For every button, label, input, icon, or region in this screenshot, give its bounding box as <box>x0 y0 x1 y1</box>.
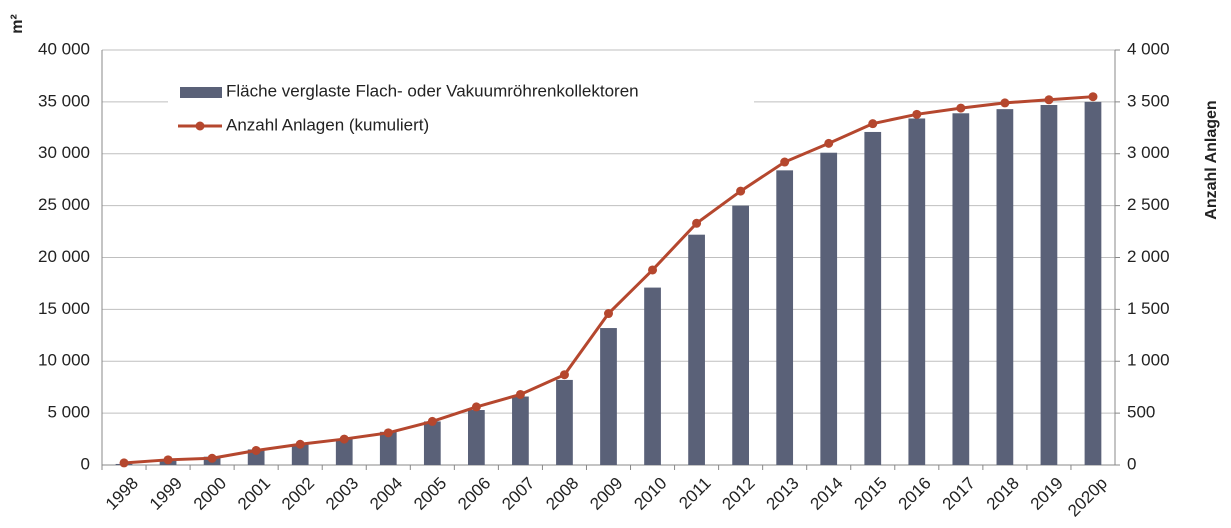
bar <box>291 444 309 465</box>
line-marker <box>912 109 922 119</box>
line-marker <box>163 455 173 465</box>
x-tick-label: 2014 <box>807 474 847 514</box>
x-tick-label: 2007 <box>498 474 538 514</box>
bar <box>996 109 1014 465</box>
bar <box>335 439 353 465</box>
line-marker <box>339 434 349 444</box>
x-tick-label: 2002 <box>278 474 318 514</box>
y-tick-label: 15 000 <box>38 299 90 318</box>
line-marker <box>295 439 305 449</box>
y-tick-label: 35 000 <box>38 91 90 110</box>
line-marker <box>648 265 658 275</box>
y2-tick-label: 3 500 <box>1127 91 1170 110</box>
x-tick-label: 2004 <box>366 474 406 514</box>
x-tick-label: 1999 <box>146 474 186 514</box>
y-tick-label: 20 000 <box>38 247 90 266</box>
bar <box>1084 101 1102 465</box>
bar <box>556 379 573 465</box>
x-tick-label: 2013 <box>762 474 802 514</box>
x-tick-label: 2003 <box>322 474 362 514</box>
line-marker <box>780 157 790 167</box>
bar <box>1040 104 1058 466</box>
x-tick-label: 2009 <box>586 474 626 514</box>
x-tick-label: 1998 <box>102 474 142 514</box>
x-tick-label: 2017 <box>939 474 979 514</box>
bar <box>908 118 926 465</box>
line-marker <box>824 138 834 148</box>
y-tick-label: 40 000 <box>38 39 90 58</box>
bar <box>512 396 529 465</box>
y2-tick-label: 1 500 <box>1127 299 1170 318</box>
x-tick-label: 2011 <box>675 474 714 513</box>
line-marker <box>736 186 746 196</box>
bar <box>247 449 265 465</box>
legend-background <box>168 76 754 140</box>
y2-axis-label: Anzahl Anlagen <box>1203 100 1220 219</box>
line-marker <box>119 458 129 468</box>
x-tick-label: 2006 <box>454 474 494 514</box>
y2-tick-label: 4 000 <box>1127 39 1170 58</box>
bar <box>600 328 617 465</box>
line-marker <box>692 218 702 228</box>
bar <box>732 205 749 465</box>
x-tick-label: 2000 <box>190 474 230 514</box>
y2-tick-label: 2 000 <box>1127 247 1170 266</box>
x-tick-label: 2016 <box>895 474 935 514</box>
bar <box>952 113 970 465</box>
line-marker <box>868 119 878 129</box>
legend-label: Anzahl Anlagen (kumuliert) <box>226 115 429 134</box>
line-marker <box>956 103 966 113</box>
x-tick-label: 2001 <box>234 474 274 514</box>
line-marker <box>471 402 481 412</box>
bar <box>820 152 838 465</box>
x-tick-label: 2019 <box>1027 474 1067 514</box>
bar <box>423 421 441 465</box>
legend-label: Fläche verglaste Flach- oder Vakuumröhre… <box>226 81 639 100</box>
y-tick-label: 25 000 <box>38 195 90 214</box>
y-tick-label: 0 <box>81 454 90 473</box>
bar <box>644 287 661 465</box>
x-tick-label: 2005 <box>410 474 450 514</box>
line-marker <box>604 309 613 319</box>
bar <box>864 131 882 465</box>
bar <box>688 234 705 465</box>
legend-swatch <box>180 87 222 98</box>
line-marker <box>559 370 569 380</box>
y2-tick-label: 2 500 <box>1127 195 1170 214</box>
x-tick-label: 2015 <box>851 474 891 514</box>
y-tick-label: 5 000 <box>47 403 90 422</box>
x-tick-label: 2008 <box>542 474 582 514</box>
line-marker <box>207 453 217 463</box>
y2-tick-label: 3 000 <box>1127 143 1170 162</box>
y2-tick-label: 0 <box>1127 454 1136 473</box>
y-tick-label: 30 000 <box>38 143 90 162</box>
line-marker <box>1000 98 1010 108</box>
bar <box>468 410 485 465</box>
line-marker <box>515 389 525 399</box>
y2-tick-label: 500 <box>1127 403 1155 422</box>
line-marker <box>1088 92 1098 102</box>
bar <box>776 170 794 465</box>
x-tick-label: 2012 <box>718 474 758 514</box>
line-marker <box>251 445 261 455</box>
x-tick-label: 2018 <box>983 474 1023 514</box>
legend-marker <box>195 121 205 131</box>
bar <box>379 431 397 465</box>
line-marker <box>383 428 393 438</box>
line-marker <box>427 416 437 426</box>
y2-tick-label: 1 000 <box>1127 351 1170 370</box>
y-tick-label: 10 000 <box>38 351 90 370</box>
line-marker <box>1044 95 1054 105</box>
x-tick-label: 2010 <box>630 474 670 514</box>
y-axis-label: m² <box>9 14 26 34</box>
x-tick-label: 2020p <box>1064 474 1111 521</box>
